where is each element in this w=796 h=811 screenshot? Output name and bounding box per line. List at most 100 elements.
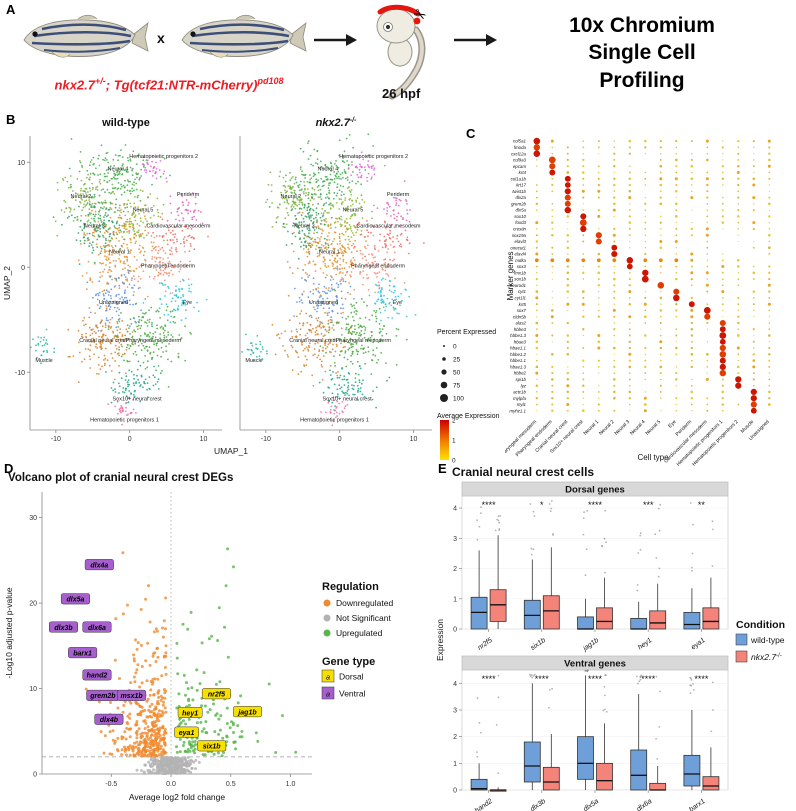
- cell-point: [116, 334, 119, 337]
- cell-point: [115, 326, 118, 329]
- cell-point: [277, 333, 280, 335]
- cell-point: [144, 226, 147, 228]
- downregulated-point: [156, 646, 159, 650]
- cell-point: [120, 168, 123, 170]
- cell-point: [329, 224, 332, 227]
- cell-point: [164, 339, 167, 342]
- cell-point: [367, 154, 370, 157]
- cell-point: [89, 279, 92, 281]
- expression-dot: [643, 396, 647, 400]
- cell-point: [267, 183, 270, 186]
- cell-point: [332, 265, 334, 267]
- downregulated-point: [143, 727, 147, 730]
- cell-point: [305, 235, 308, 238]
- cell-point: [359, 171, 361, 174]
- cell-point: [85, 199, 88, 202]
- upregulated-point: [225, 734, 229, 738]
- cell-point: [353, 304, 355, 307]
- cell-point: [347, 348, 350, 351]
- cell-point: [303, 181, 306, 183]
- cell-point: [331, 392, 334, 395]
- cell-point: [122, 210, 125, 213]
- cell-point: [356, 331, 358, 334]
- expression-dot: [535, 190, 538, 193]
- cell-point: [347, 388, 350, 391]
- cell-point: [349, 227, 352, 230]
- cell-point: [369, 265, 372, 268]
- cell-point: [292, 222, 295, 225]
- cell-point: [329, 318, 332, 321]
- cell-point: [135, 182, 138, 185]
- gene-label: cxcl12a: [511, 151, 526, 156]
- cell-point: [384, 309, 386, 312]
- cell-point: [307, 158, 310, 160]
- cell-point: [354, 239, 356, 242]
- cell-point: [110, 297, 112, 300]
- cell-point: [352, 243, 355, 245]
- cell-point: [61, 177, 64, 180]
- cell-point: [301, 173, 303, 176]
- notsignificant-point: [173, 763, 177, 767]
- cell-point: [193, 237, 195, 239]
- cell-point: [132, 353, 135, 355]
- cell-point: [118, 354, 120, 357]
- cell-point: [328, 184, 330, 187]
- cell-point: [314, 263, 317, 266]
- cell-point: [311, 374, 314, 377]
- cell-point: [317, 304, 320, 307]
- cell-point: [298, 183, 301, 186]
- downregulated-point: [147, 584, 150, 588]
- expression-dot: [675, 309, 678, 312]
- cell-point: [352, 256, 355, 259]
- cell-point: [321, 185, 324, 188]
- cell-point: [133, 384, 136, 387]
- expression-dot: [597, 334, 601, 337]
- cell-point: [360, 333, 362, 336]
- gene-label-box: [94, 713, 124, 725]
- downregulated-point: [164, 627, 167, 631]
- cell-point: [137, 320, 140, 323]
- cell-point: [304, 278, 306, 281]
- cell-point: [313, 198, 315, 200]
- arrow-right-icon: [454, 34, 497, 46]
- cell-point: [107, 305, 110, 308]
- cell-point: [146, 220, 148, 223]
- downregulated-point: [124, 737, 128, 741]
- expression-dot: [536, 378, 538, 380]
- expression-dot: [706, 409, 709, 412]
- cell-point: [316, 325, 319, 328]
- downregulated-point: [114, 617, 118, 621]
- cell-point: [384, 278, 387, 281]
- cell-point: [333, 383, 336, 386]
- cell-point: [320, 332, 323, 335]
- cell-point: [176, 238, 178, 241]
- cell-point: [106, 359, 109, 362]
- cell-point: [303, 237, 305, 240]
- cell-point: [290, 191, 292, 194]
- cell-point: [108, 219, 110, 222]
- cell-point: [116, 400, 119, 403]
- cell-point: [126, 221, 129, 223]
- cell-point: [129, 318, 132, 321]
- dotplot-xlabel: Cell type: [637, 453, 669, 462]
- expression-dot: [535, 365, 539, 369]
- cell-point: [373, 167, 376, 170]
- volcano-xlabel: Average log2 fold change: [129, 792, 226, 802]
- expression-dot: [566, 321, 569, 325]
- panel-e-label: E: [438, 461, 447, 476]
- legend-item-label: Dorsal: [339, 672, 364, 682]
- cell-point: [364, 362, 366, 365]
- cell-point: [368, 339, 371, 341]
- cell-point: [136, 259, 138, 261]
- expression-dot: [644, 221, 647, 224]
- expression-dot: [582, 384, 585, 387]
- downregulated-point: [149, 743, 153, 747]
- cell-point: [350, 311, 353, 314]
- cell-point: [159, 160, 162, 162]
- cell-point: [327, 287, 330, 289]
- cell-point: [170, 250, 173, 253]
- upregulated-point: [214, 713, 218, 717]
- cell-point: [318, 283, 320, 286]
- cell-point: [396, 234, 399, 237]
- cell-point: [384, 240, 387, 242]
